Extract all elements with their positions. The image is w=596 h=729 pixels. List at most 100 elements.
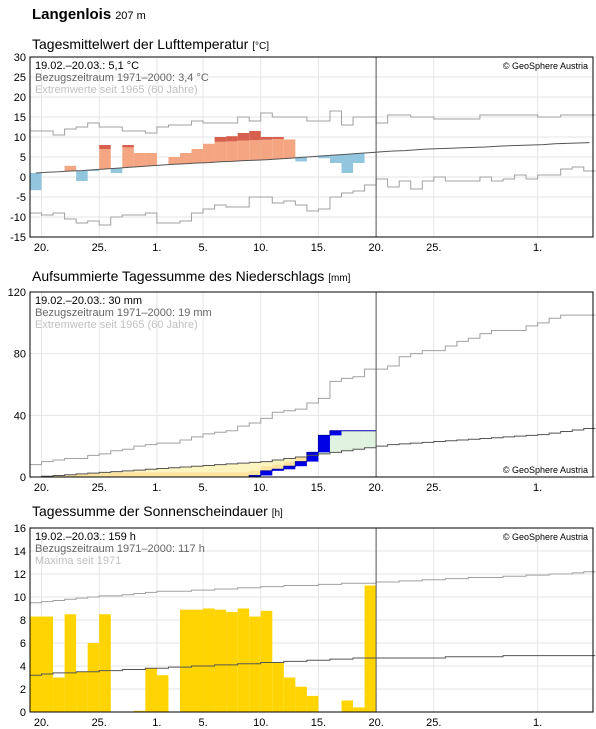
p0-temp-bar <box>191 149 204 163</box>
p1-deficit-area <box>99 472 111 477</box>
p0-temp-bar <box>283 139 296 159</box>
p1-deficit-area <box>283 461 296 467</box>
p2-sunshine-bar <box>295 686 307 712</box>
p0-temp-bar <box>30 173 42 191</box>
p1-deficit-area <box>214 464 227 477</box>
temperature-title: Tagesmittelwert der Lufttemperatur [°C] <box>32 36 269 52</box>
p0-info-line: Bezugszeitraum 1971–2000: 3,4 °C <box>35 72 209 84</box>
p2-sunshine-bar <box>133 710 146 712</box>
p1-deficit-area <box>191 466 204 477</box>
p1-deficit-area <box>179 472 192 477</box>
p1-deficit-area <box>249 462 261 476</box>
precipitation-unit: [mm] <box>328 273 351 284</box>
p1-deficit-area <box>179 466 192 477</box>
p1-daily-precip-bar <box>283 466 296 470</box>
p0-info-line: 19.02.–20.03.: 5,1 °C <box>35 60 139 72</box>
p2-x-tick-label: 20. <box>368 717 383 729</box>
p1-deficit-area <box>237 472 250 477</box>
sunshine-unit: [h] <box>271 508 283 519</box>
p2-max-line <box>30 571 596 604</box>
p1-daily-precip-bar <box>260 470 273 476</box>
p1-deficit-area <box>76 473 88 477</box>
p1-x-tick-label: 15. <box>311 482 326 494</box>
p2-x-tick-label: 10. <box>253 717 268 729</box>
p0-temp-bar <box>122 145 134 148</box>
p1-x-tick-label: 20. <box>368 482 383 494</box>
p1-daily-precip-bar <box>272 469 284 471</box>
p0-temp-bar <box>203 143 215 163</box>
p0-x-tick-label: 25. <box>92 242 107 254</box>
p0-temp-bar <box>295 157 307 162</box>
p0-credit: © GeoSphere Austria <box>503 61 588 71</box>
p0-x-tick-label: 20. <box>34 242 49 254</box>
station-name: Langenlois <box>32 6 112 23</box>
p0-temp-bar <box>341 154 354 173</box>
p2-x-tick-label: 1. <box>533 717 542 729</box>
p1-x-tick-label: 10. <box>253 482 268 494</box>
p1-deficit-area <box>260 466 273 471</box>
p2-sunshine-bar <box>214 609 227 712</box>
p2-info-line: Maxima seit 1971 <box>35 555 121 567</box>
p0-temp-bar <box>260 139 273 160</box>
p2-sunshine-bar <box>283 677 296 712</box>
p1-info-line: Bezugszeitraum 1971–2000: 19 mm <box>35 307 212 319</box>
p1-surplus-area <box>353 430 365 450</box>
precipitation-title: Aufsummierte Tagessumme des Niederschlag… <box>32 268 350 284</box>
p2-sunshine-bar <box>156 675 169 712</box>
p0-y-tick-label: -10 <box>10 212 26 224</box>
p0-y-tick-label: 5 <box>20 152 26 164</box>
p2-y-tick-label: 10 <box>14 592 26 604</box>
p1-daily-precip-bar <box>318 435 330 453</box>
p0-temp-bar <box>226 136 238 142</box>
p1-normal-line <box>30 427 596 478</box>
p0-temp-bar <box>99 145 111 149</box>
p0-temp-bar <box>237 133 250 141</box>
p2-y-tick-label: 12 <box>14 569 26 581</box>
p0-temp-bar <box>329 155 342 163</box>
p0-plot-frame <box>29 56 594 238</box>
p1-x-tick-label: 25. <box>426 482 441 494</box>
p0-temp-bar <box>318 155 330 159</box>
p2-y-tick-label: 2 <box>20 684 26 696</box>
p0-temp-bar <box>99 149 111 169</box>
p1-plot-frame <box>29 291 594 478</box>
p2-info-line: Bezugszeitraum 1971–2000: 117 h <box>35 543 205 555</box>
p2-sunshine-bar <box>41 616 54 712</box>
p2-plot-area <box>29 527 596 713</box>
p0-x-tick-label: 25. <box>426 242 441 254</box>
p0-plot-area <box>29 56 596 238</box>
sunshine-title: Tagessumme der Sonnenscheindauer [h] <box>32 503 283 519</box>
p2-y-tick-label: 16 <box>14 523 26 535</box>
p1-daily-precip-bar <box>249 475 261 477</box>
p2-x-tick-label: 25. <box>92 717 107 729</box>
p0-y-tick-label: 15 <box>14 112 26 124</box>
p1-y-tick-label: 80 <box>14 349 26 361</box>
p1-daily-precip-bar <box>329 430 342 436</box>
p1-deficit-area <box>226 463 238 477</box>
station-header: Langenlois 207 m <box>32 6 146 24</box>
p2-x-tick-label: 25. <box>426 717 441 729</box>
p2-sunshine-bar <box>306 695 319 712</box>
p0-y-tick-label: 10 <box>14 132 26 144</box>
p1-plot-area <box>29 291 596 478</box>
p1-deficit-area <box>237 463 250 477</box>
p0-temp-bar <box>226 141 238 162</box>
p1-y-tick-label: 0 <box>20 472 26 484</box>
p1-deficit-area <box>122 472 134 477</box>
p0-y-tick-label: -5 <box>16 192 26 204</box>
p2-plot-frame <box>29 527 594 713</box>
p2-y-tick-label: 14 <box>14 546 26 558</box>
p2-sunshine-bar <box>272 662 284 712</box>
p1-deficit-area <box>168 472 180 477</box>
p0-temp-bar <box>122 147 134 168</box>
p1-y-tick-label: 40 <box>14 410 26 422</box>
p1-x-tick-label: 5. <box>198 482 207 494</box>
p2-y-tick-label: 0 <box>20 707 26 719</box>
p1-deficit-area <box>203 465 215 477</box>
p1-x-tick-label: 20. <box>34 482 49 494</box>
p1-surplus-area <box>364 430 377 448</box>
p0-temp-bar <box>64 165 77 171</box>
p1-deficit-area <box>249 470 261 476</box>
